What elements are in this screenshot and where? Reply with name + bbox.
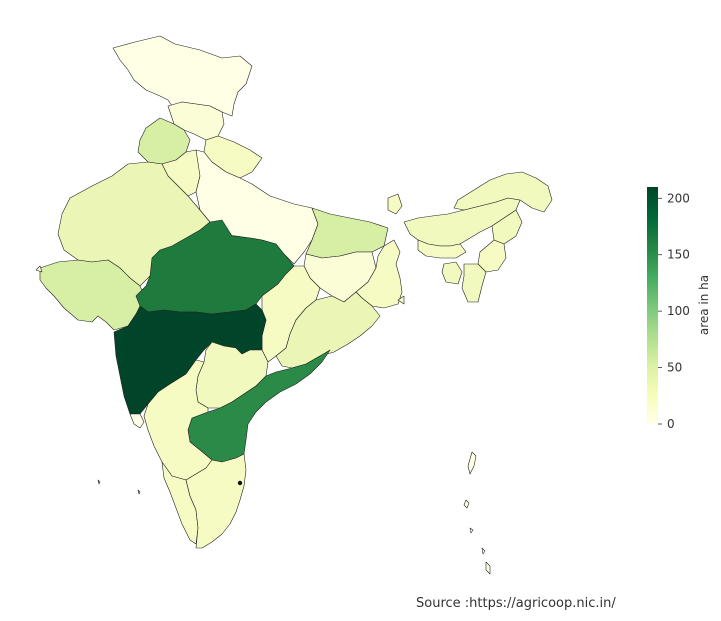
region-andhra-pradesh [187, 349, 331, 463]
region-north-east-speck [397, 295, 405, 305]
colorbar-ticks: 0 50 100 150 200 [658, 191, 690, 431]
source-caption: Source :https://agricoop.nic.in/ [416, 596, 616, 611]
colorbar-gradient [647, 187, 658, 424]
colorbar-tick-label: 100 [667, 304, 690, 318]
region-lakshadweep-1 [97, 479, 101, 485]
region-goa [129, 413, 145, 429]
colorbar: 0 50 100 150 200 area in ha [647, 187, 711, 431]
region-west-bengal [355, 239, 403, 309]
colorbar-tick-label: 50 [667, 361, 682, 375]
region-arunachal [453, 171, 553, 213]
region-tripura [441, 261, 463, 285]
region-nicobar-island-2 [481, 547, 486, 555]
colorbar-tick-label: 0 [667, 417, 675, 431]
region-manipur [477, 239, 507, 273]
region-lakshadweep-2 [137, 489, 141, 495]
region-bihar [305, 207, 389, 259]
region-odisha [275, 291, 381, 369]
colorbar-label: area in ha [697, 275, 711, 335]
region-andaman-island-2 [463, 499, 470, 509]
region-andaman-island-1 [467, 451, 477, 475]
region-uttar-pradesh [195, 149, 319, 265]
region-meghalaya [417, 239, 467, 259]
region-puducherry [237, 480, 243, 486]
colorbar-tick-label: 200 [667, 191, 690, 205]
region-nicobar-island-3 [485, 561, 491, 575]
colorbar-tick-label: 150 [667, 248, 690, 262]
region-sikkim [387, 193, 403, 215]
region-tamil-nadu [185, 453, 247, 549]
region-mizoram [461, 263, 487, 303]
region-diu [35, 265, 43, 273]
state-regions [35, 35, 553, 575]
region-jammu-kashmir [112, 35, 253, 117]
region-nicobar-island-1 [469, 527, 474, 534]
